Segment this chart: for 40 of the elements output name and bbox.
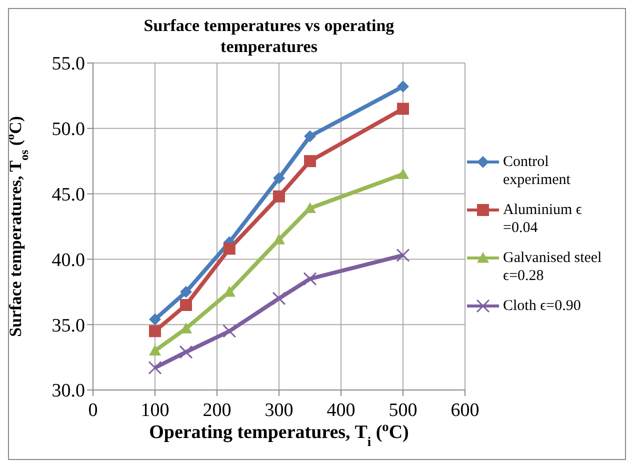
point [273,234,285,244]
x-tick-label: 600 [450,400,480,421]
point [273,190,285,202]
y-tick-label: 55.0 [52,54,85,75]
x-tick-label: 0 [88,400,98,421]
x-axis-title: Operating temperatures, T$_{i}$ ($^{o}$C) [149,418,409,448]
point [396,248,410,262]
y-tick-label: 40.0 [52,250,85,271]
point [304,202,316,213]
legend-label: Control experiment [503,153,572,189]
x-tick-label: 500 [388,400,418,421]
point [397,168,409,179]
y-tick-label: 45.0 [52,184,85,206]
legend-label: Aluminium ϵ =0.04 [503,201,583,237]
y-tick-label: 50.0 [52,119,85,140]
point [149,344,161,356]
y-tick-label: 30.0 [52,380,85,402]
chart-title: Surface temperatures vs operating temperatures [142,15,396,57]
point [148,361,162,375]
legend-label: Galvanised steel ϵ=0.28 [503,249,603,285]
point [149,313,161,326]
point [397,80,409,93]
x-tick-label: 400 [326,400,356,421]
point [397,102,409,115]
x-tick-label: 100 [140,400,170,421]
point [180,286,192,298]
point [179,345,193,359]
point [303,272,317,286]
point [273,172,285,184]
point [223,242,236,255]
point [304,130,316,142]
x-tick-label: 300 [264,400,294,421]
point [222,324,236,338]
legend-label: Cloth ϵ=0.90 [503,297,581,315]
x-tick-label: 200 [202,400,232,421]
point [180,298,192,311]
y-tick-label: 35.0 [52,315,85,336]
point [272,292,286,306]
point [304,155,316,168]
point [149,325,161,338]
